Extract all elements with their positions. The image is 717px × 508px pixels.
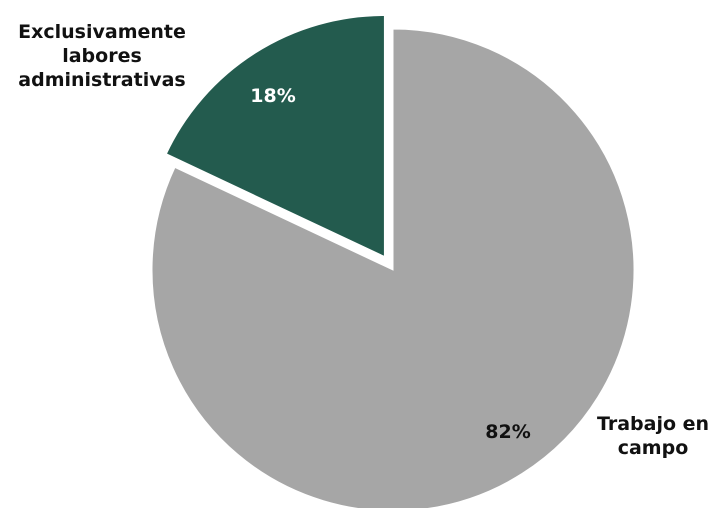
category-label-exclusivamente-labores-administrativas: Exclusivamente labores administrativas [18, 21, 186, 91]
category-label-line: administrativas [18, 69, 185, 91]
pie-slice-exclusivamente-labores-administrativas [165, 14, 385, 258]
category-label-line: campo [618, 437, 689, 459]
category-label-line: labores [62, 45, 142, 67]
category-label-trabajo-en-campo: Trabajo en campo [597, 413, 709, 459]
data-label-trabajo-en-campo: 82% [485, 421, 530, 443]
category-label-line: Trabajo en [597, 413, 709, 435]
category-label-line: Exclusivamente [18, 21, 186, 43]
data-label-exclusivamente-labores-administrativas: 18% [250, 85, 295, 107]
pie-slice-trabajo-en-campo [151, 28, 635, 508]
